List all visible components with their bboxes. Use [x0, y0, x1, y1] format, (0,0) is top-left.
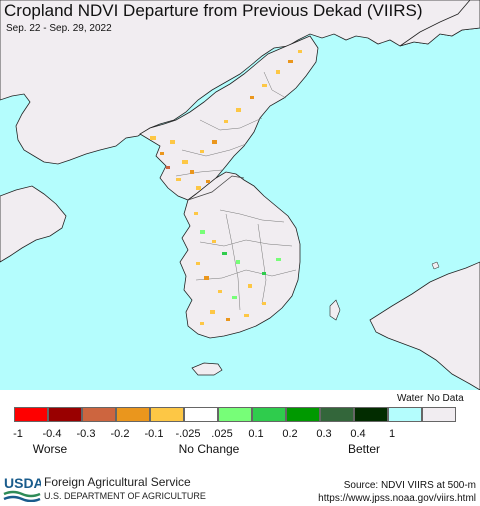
tsushima-island [329, 299, 341, 321]
ndvi-speckle [150, 50, 302, 325]
legend-swatch [150, 407, 184, 422]
usda-logo-icon: USDA [3, 475, 41, 502]
jeju-island [191, 362, 223, 376]
legend-swatch [252, 407, 286, 422]
legend-tick-label: -.025 [175, 428, 201, 440]
ndvi-map [0, 0, 480, 390]
legend-swatch [48, 407, 82, 422]
legend-swatch [116, 407, 150, 422]
legend-swatch [286, 407, 320, 422]
better-label: Better [347, 442, 381, 456]
ulleung-island [431, 261, 440, 270]
agency-name: Foreign Agricultural Service [44, 475, 191, 489]
legend-swatch [388, 407, 422, 422]
no-change-label: No Change [178, 442, 240, 456]
legend-tick-label: -0.1 [144, 428, 164, 440]
legend-swatch [422, 407, 456, 422]
legend-swatch [320, 407, 354, 422]
legend-tick-label: 0.1 [248, 428, 264, 440]
legend-swatch [184, 407, 218, 422]
legend-tick-label: -0.3 [76, 428, 96, 440]
map-title: Cropland NDVI Departure from Previous De… [4, 1, 423, 20]
legend-swatch [14, 407, 48, 422]
legend-tick-label: 0.4 [350, 428, 366, 440]
legend-tick-label: -1 [13, 428, 23, 440]
legend-tick-label: -0.2 [110, 428, 130, 440]
legend-swatch [218, 407, 252, 422]
russia-coast [399, 0, 480, 47]
legend-swatch [82, 407, 116, 422]
shandong-peninsula [0, 185, 67, 263]
water-label: Water [397, 393, 424, 404]
worse-label: Worse [32, 442, 68, 456]
legend-tick-label: 0.3 [316, 428, 332, 440]
nodata-label: No Data [427, 393, 464, 404]
usda-logo-text: USDA [4, 475, 41, 491]
legend-tick-label: -0.4 [42, 428, 62, 440]
north-korea [139, 35, 319, 201]
legend-tick-label: 1 [388, 428, 396, 440]
data-source: Source: NDVI VIIRS at 500-m [343, 480, 476, 491]
source-link[interactable]: https://www.jpss.noaa.gov/viirs.html [318, 493, 476, 504]
dmz-border [187, 175, 245, 201]
date-range: Sep. 22 - Sep. 29, 2022 [6, 23, 112, 34]
department-name: U.S. DEPARTMENT OF AGRICULTURE [44, 491, 206, 501]
japan [369, 261, 480, 390]
legend-swatch [354, 407, 388, 422]
legend-tick-label: 0.2 [282, 428, 298, 440]
legend-tick-label: .025 [211, 428, 233, 440]
province-boundaries [175, 71, 297, 311]
